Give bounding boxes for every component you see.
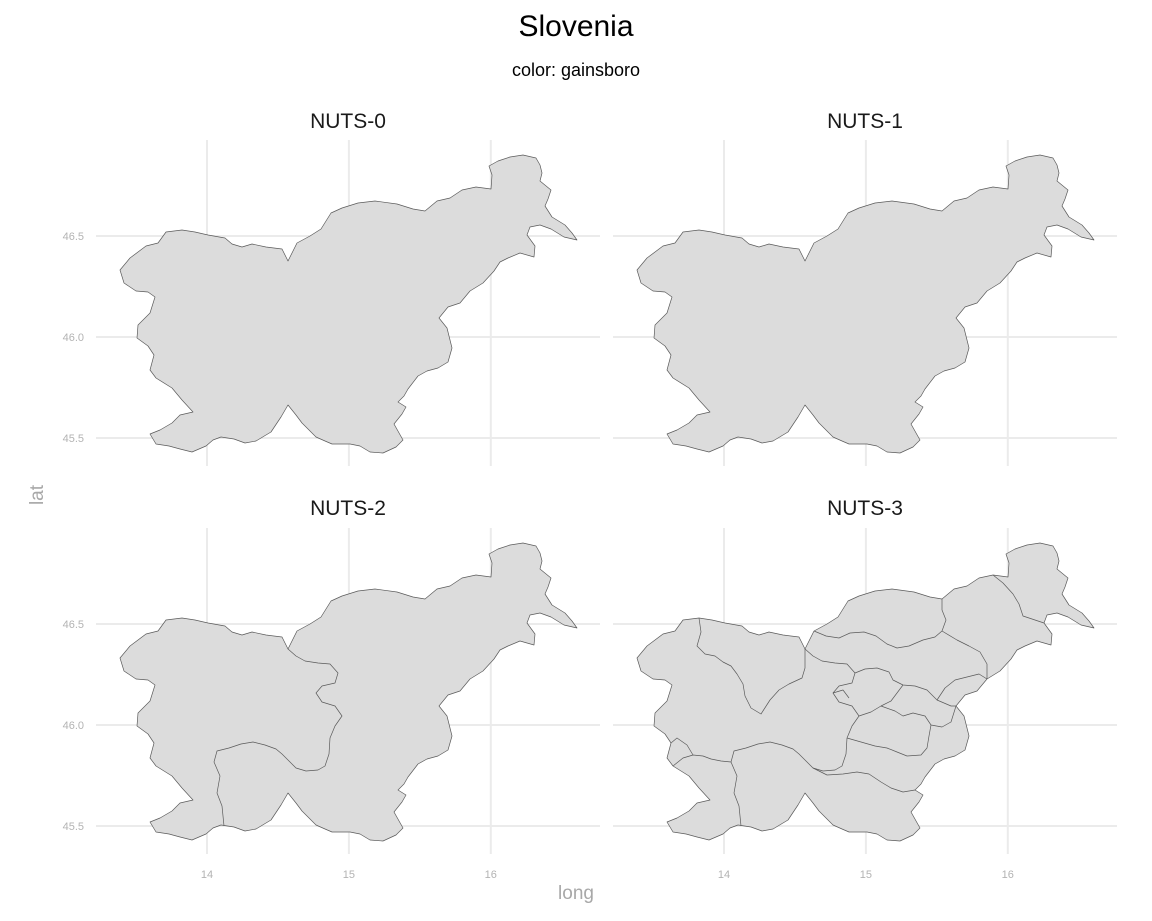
y-tick-label: 46.0	[63, 332, 84, 344]
y-tick-label: 45.5	[63, 433, 84, 445]
region-border	[696, 617, 806, 715]
region-border	[813, 599, 947, 649]
panel-title: NUTS-2	[310, 497, 386, 520]
map-nuts-2	[119, 542, 578, 842]
region-border	[730, 648, 860, 827]
x-tick-label: 16	[485, 869, 497, 881]
y-tick-label: 45.5	[63, 821, 84, 833]
x-tick-label: 14	[201, 869, 213, 881]
region-border	[672, 754, 732, 767]
x-axis-title: long	[558, 883, 594, 904]
chart-subtitle: color: gainsboro	[511, 60, 641, 80]
x-tick-label: 15	[343, 869, 355, 881]
region-border	[846, 724, 932, 757]
region-border	[213, 648, 343, 827]
facet-panel-nuts-2: NUTS-2 45.5 46.0 46.5 14 15 16	[63, 497, 600, 881]
chart-title: Slovenia	[518, 10, 634, 43]
x-tick-label: 14	[718, 869, 730, 881]
y-tick-label: 46.5	[63, 231, 84, 243]
facet-panel-nuts-1: NUTS-1	[613, 110, 1117, 466]
map-nuts-3	[636, 542, 1095, 842]
region-border	[832, 689, 850, 699]
region-border	[670, 737, 694, 756]
region-border	[941, 630, 988, 679]
region-border	[858, 684, 904, 717]
panel-title: NUTS-0	[310, 110, 386, 133]
x-tick-label: 16	[1002, 869, 1014, 881]
y-tick-label: 46.0	[63, 720, 84, 732]
region-border	[812, 767, 916, 793]
region-border	[880, 705, 957, 728]
facet-panel-nuts-3: NUTS-3 14 15 16	[613, 497, 1117, 881]
panel-title: NUTS-3	[827, 497, 903, 520]
region-border	[992, 574, 1045, 624]
region-border	[936, 673, 988, 701]
y-tick-label: 46.5	[63, 619, 84, 631]
facet-panel-nuts-0: NUTS-0 45.5 46.0 46.5	[63, 110, 600, 466]
x-tick-label: 15	[860, 869, 872, 881]
panel-title: NUTS-1	[827, 110, 903, 133]
